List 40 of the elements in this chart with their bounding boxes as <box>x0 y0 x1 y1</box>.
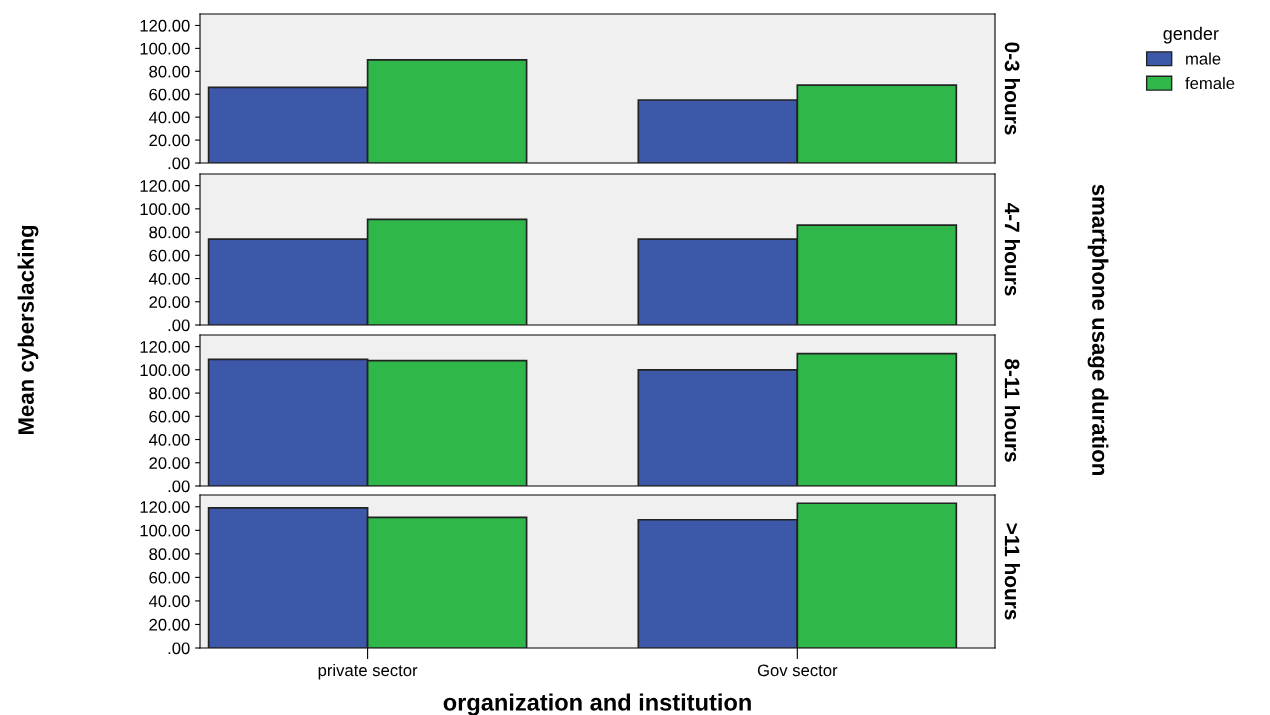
legend-title: gender <box>1163 26 1219 44</box>
y-tick-label: 60.00 <box>149 249 190 262</box>
y-tick-label: 100.00 <box>140 524 190 537</box>
y-tick-label: 80.00 <box>149 548 190 561</box>
y-tick-label: 120.00 <box>140 19 190 32</box>
y-tick-label: 80.00 <box>149 226 190 239</box>
text: smartphone usage duration <box>1087 184 1109 475</box>
x-tick-label: Gov sector <box>757 664 838 677</box>
y-tick-label: 20.00 <box>149 457 190 469</box>
y-tick-label: 40.00 <box>148 433 190 446</box>
text: 8-11 hours <box>1004 359 1020 462</box>
y-tick-label: .00 <box>168 642 190 655</box>
x-tick-label: private sector <box>318 663 418 680</box>
text: >11 hours <box>1004 523 1020 620</box>
y-tick-label: 120.00 <box>140 341 190 353</box>
y-tick-label: 120.00 <box>140 501 190 513</box>
y-tick-label: .00 <box>168 319 190 332</box>
y-axis-title: Mean cyberslacking <box>17 225 39 435</box>
y-tick-label: 20.00 <box>149 296 190 308</box>
y-tick-label: 40.00 <box>148 111 190 124</box>
y-tick-label: 80.00 <box>149 387 190 400</box>
y-tick-label: 60.00 <box>149 88 190 101</box>
legend-label: male <box>1186 52 1221 65</box>
y-tick-label: 20.00 <box>149 618 190 631</box>
y-tick-label: 80.00 <box>149 65 190 78</box>
y-tick-label: 40.00 <box>148 595 190 608</box>
y-tick-label: .00 <box>168 480 190 493</box>
y-tick-label: 100.00 <box>140 203 190 216</box>
x-axis-title: organization and institution <box>443 693 751 715</box>
text: 0-3 hours <box>1004 42 1020 135</box>
y-tick-label: 120.00 <box>140 180 190 192</box>
legend-label: female <box>1185 76 1235 90</box>
y-tick-label: 40.00 <box>148 272 190 285</box>
y-tick-label: 60.00 <box>149 571 190 584</box>
y-tick-label: 60.00 <box>149 410 190 423</box>
text: 4-7 hours <box>1004 202 1020 296</box>
y-tick-label: 100.00 <box>140 42 190 55</box>
y-tick-label: 100.00 <box>140 364 190 377</box>
y-tick-label: 20.00 <box>149 134 190 147</box>
y-tick-label: .00 <box>168 157 190 170</box>
